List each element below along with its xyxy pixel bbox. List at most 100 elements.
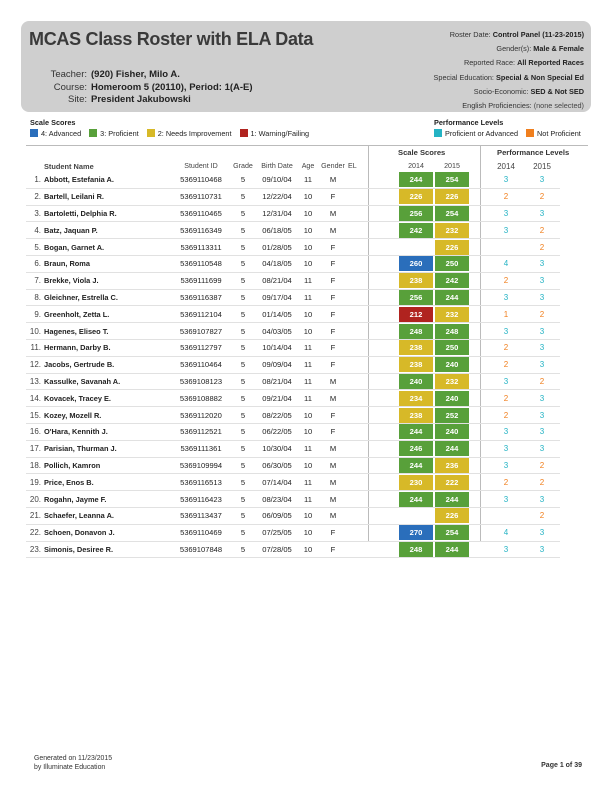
scale-score-2015-cell: 250 [434, 255, 470, 273]
scale-score-2015-cell: 254 [434, 524, 470, 542]
student-el [348, 389, 378, 408]
spacer-cell [378, 339, 398, 357]
student-gender: M [318, 205, 348, 223]
student-age: 10 [298, 423, 318, 441]
legend-item: 2: Needs Improvement [146, 129, 232, 138]
scale-score-2014: 238 [399, 407, 433, 423]
legend-item: 4: Advanced [30, 129, 81, 138]
spacer-cell [378, 373, 398, 391]
spacer-cell [470, 490, 488, 508]
perf-level-2014: 2 [488, 473, 524, 492]
legend-label: 4: Advanced [41, 129, 82, 138]
scale-score-2015-cell: 226 [434, 188, 470, 206]
student-grade: 5 [230, 440, 256, 458]
scale-score-2014-cell [398, 238, 434, 256]
row-number: 18. [26, 457, 44, 475]
scale-score-2014-cell: 256 [398, 205, 434, 223]
student-el [348, 322, 378, 340]
student-el [348, 305, 378, 324]
row-number: 13. [26, 373, 44, 391]
student-birth-date: 04/18/05 [256, 255, 298, 273]
scale-score-2014: 260 [399, 256, 433, 272]
spacer-cell [470, 524, 488, 542]
table-row: 22. Schoen, Donavon J. 5369110469 5 07/25/05… [26, 524, 560, 542]
spacer-cell [378, 406, 398, 424]
footer: Generated on 11/23/2015 by Illuminate Ed… [34, 754, 112, 772]
perf-level-2015: 2 [524, 221, 560, 240]
param-label: Roster Date: [449, 30, 491, 39]
param-label: Special Education: [433, 72, 494, 82]
student-gender: F [318, 188, 348, 206]
performance-levels-legend: Performance Levels Proficient or Advance… [434, 118, 581, 138]
student-age: 10 [298, 507, 318, 525]
student-grade: 5 [230, 507, 256, 525]
perf-level-2015: 3 [524, 440, 560, 458]
perf-level-2014: 3 [488, 423, 524, 441]
spacer-cell [378, 507, 398, 525]
perf-level-2015: 3 [524, 406, 560, 424]
student-birth-date: 08/21/04 [256, 272, 298, 290]
student-el [348, 373, 378, 391]
scale-score-2015: 236 [435, 457, 469, 473]
student-name: Pollich, Kamron [44, 457, 172, 475]
perf-level-2015: 2 [524, 457, 560, 475]
course-row: Course: Homeroom 5 (20110), Period: 1(A-E… [29, 82, 253, 95]
student-id: 5369116513 [172, 473, 230, 492]
student-birth-date: 07/14/04 [256, 473, 298, 492]
row-number: 16. [26, 423, 44, 441]
scale-score-2014-cell: 244 [398, 172, 434, 189]
scale-score-2015: 240 [435, 357, 469, 373]
scale-score-2015: 250 [435, 256, 469, 272]
spacer-cell [470, 541, 488, 559]
scale-score-2015-cell: 244 [434, 440, 470, 458]
student-birth-date: 08/21/04 [256, 373, 298, 391]
perf-level-2014: 3 [488, 289, 524, 307]
perf-level-2015: 3 [524, 389, 560, 408]
perf-level-2014: 3 [488, 205, 524, 223]
student-gender: M [318, 221, 348, 240]
col-student-id: Student ID [184, 162, 218, 170]
scale-score-2014: 244 [399, 424, 433, 440]
student-id: 5369113437 [172, 507, 230, 525]
student-grade: 5 [230, 255, 256, 273]
student-name: Hermann, Darby B. [44, 339, 172, 357]
table-row: 7. Brekke, Viola J. 5369111699 5 08/21/04 11 F… [26, 272, 560, 290]
spacer-cell [470, 188, 488, 206]
student-id: 5369116349 [172, 221, 230, 240]
spacer-cell [378, 473, 398, 492]
spacer-cell [378, 238, 398, 256]
legend-swatch-icon [434, 129, 442, 137]
perf-level-2015: 3 [524, 490, 560, 508]
student-birth-date: 09/09/04 [256, 356, 298, 374]
student-gender: M [318, 440, 348, 458]
perf-level-2015: 3 [524, 205, 560, 223]
student-birth-date: 07/28/05 [256, 541, 298, 559]
student-id: 5369112020 [172, 406, 230, 424]
table-header-row: Student Name Student ID Grade Birth Date… [26, 160, 560, 172]
spacer-cell [470, 305, 488, 324]
col-grade: Grade [233, 162, 253, 170]
student-id: 5369110469 [172, 524, 230, 542]
roster-table: Student Name Student ID Grade Birth Date… [26, 160, 560, 559]
scale-score-2015-cell: 254 [434, 205, 470, 223]
scale-score-2014-cell: 240 [398, 373, 434, 391]
student-gender: F [318, 524, 348, 542]
student-birth-date: 01/28/05 [256, 238, 298, 256]
scale-score-2015: 226 [435, 189, 469, 205]
col-scale-2015: 2015 [444, 162, 460, 170]
table-row: 11. Hermann, Darby B. 5369112797 5 10/14/04 1… [26, 339, 560, 357]
student-age: 10 [298, 524, 318, 542]
scale-score-2014-cell: 260 [398, 255, 434, 273]
scale-score-2015-cell: 242 [434, 272, 470, 290]
col-perf-2014: 2014 [497, 161, 515, 171]
row-number: 20. [26, 490, 44, 508]
perf-level-2014: 4 [488, 524, 524, 542]
student-gender: F [318, 356, 348, 374]
student-gender: M [318, 373, 348, 391]
table-row: 1. Abbott, Estefania A. 5369110468 5 09/10/0… [26, 172, 560, 189]
row-number: 22. [26, 524, 44, 542]
student-gender: F [318, 406, 348, 424]
student-gender: F [318, 322, 348, 340]
row-number: 10. [26, 322, 44, 340]
perf-level-2014: 2 [488, 356, 524, 374]
